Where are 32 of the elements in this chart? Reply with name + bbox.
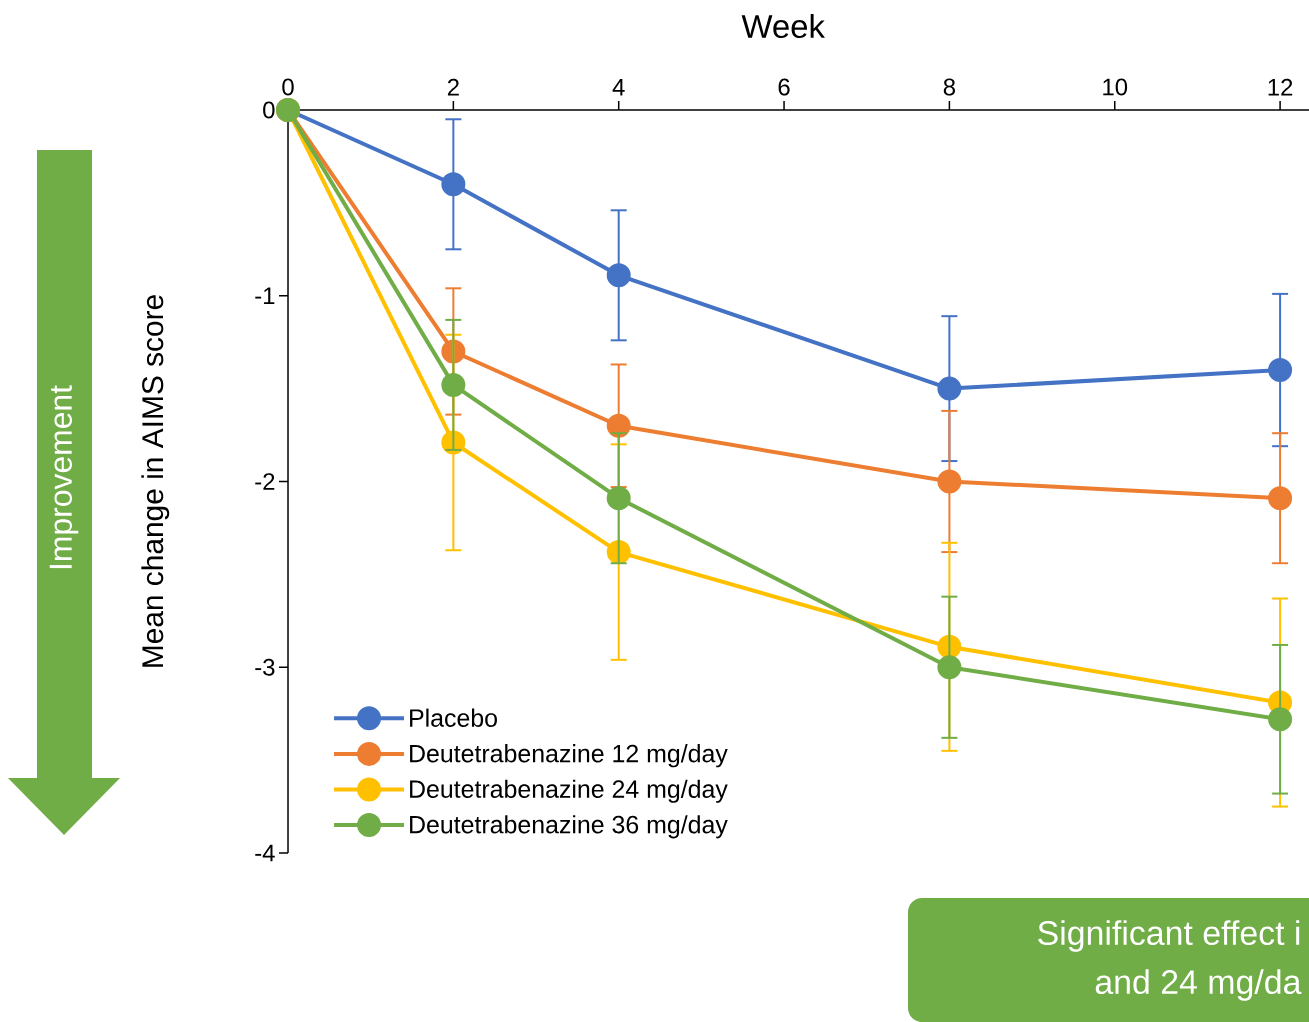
- x-tick-label: 2: [447, 78, 459, 96]
- legend-label: Deutetrabenazine 36 mg/day: [410, 815, 728, 839]
- point: [937, 655, 962, 680]
- x-tick-label: 12: [1268, 78, 1293, 96]
- y-tick-label: 0: [263, 101, 275, 119]
- x-tick-label: 4: [612, 79, 625, 96]
- y-tick-label: -3: [255, 658, 275, 676]
- legend-label: Deutetrabenazine 24 mg/day: [410, 779, 728, 803]
- point: [606, 263, 631, 288]
- point: [606, 486, 631, 511]
- legend-label: Deutetrabenazine 12 mg/day: [410, 744, 728, 768]
- x-tick-label: 8: [943, 78, 955, 96]
- x-tick-label: 0: [282, 78, 294, 96]
- point: [937, 469, 962, 494]
- point: [1268, 707, 1293, 732]
- y-tick-label: -2: [255, 473, 275, 490]
- point: [606, 413, 631, 438]
- point: [937, 376, 962, 401]
- legend-label: Placebo: [410, 708, 497, 727]
- text: Improvement: [49, 385, 79, 569]
- y-tick-label: -4: [255, 844, 275, 862]
- point: [1268, 486, 1293, 511]
- x-tick-label: 6: [778, 78, 790, 96]
- point: [441, 372, 466, 397]
- point: [1268, 358, 1293, 383]
- text: and 24 mg/da: [1095, 969, 1302, 1001]
- x-tick-label: 10: [1103, 78, 1128, 96]
- y-axis-title: Mean change in AIMS score: [141, 295, 170, 667]
- point: [441, 172, 466, 197]
- x-axis-title: Week: [741, 13, 825, 39]
- y-tick-label: -1: [255, 287, 275, 304]
- text: Significant effect i: [1038, 920, 1300, 952]
